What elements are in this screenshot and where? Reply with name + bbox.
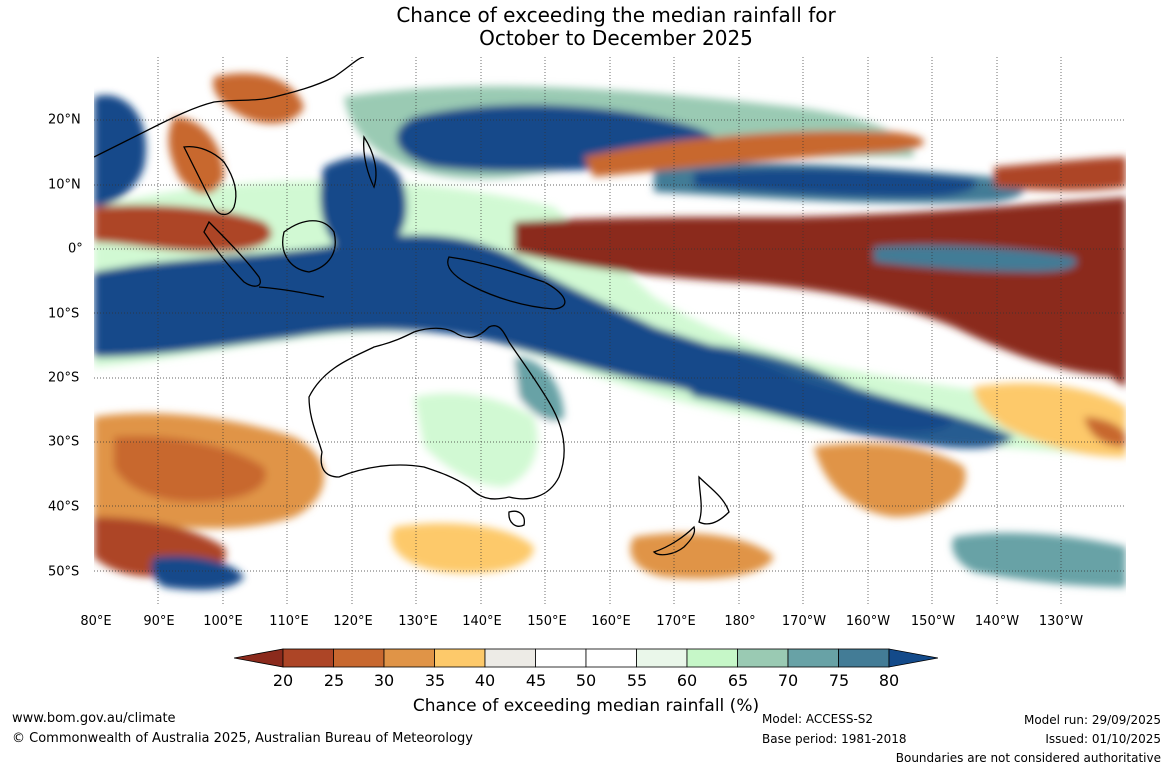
y-tick: 50°S	[48, 564, 80, 580]
colorbar-segments	[234, 648, 938, 668]
colorbar-extension-low	[234, 648, 284, 668]
x-tick: 120°E	[333, 614, 373, 629]
colorbar-tick: 80	[878, 671, 900, 690]
title-line-1: Chance of exceeding the median rainfall …	[396, 3, 836, 27]
x-tick: 140°W	[974, 614, 1020, 629]
x-tick: 150°W	[910, 614, 956, 629]
tasmania-outline	[508, 510, 525, 527]
indochina-outline	[183, 146, 237, 216]
footer-model: Model: ACCESS-S2	[762, 712, 874, 726]
map-title: Chance of exceeding the median rainfall …	[0, 4, 1173, 50]
colorbar-tick: 25	[323, 671, 345, 690]
colorbar-extension-high	[888, 648, 938, 668]
rainfall-probability-map	[94, 57, 1126, 604]
x-tick: 160°E	[591, 614, 631, 629]
y-tick: 40°S	[48, 499, 80, 515]
colorbar-segment	[484, 648, 536, 668]
x-tick: 80°E	[80, 614, 112, 629]
x-tick: 130°W	[1038, 614, 1084, 629]
colorbar-segment	[333, 648, 385, 668]
colorbar-segment	[787, 648, 839, 668]
colorbar-tick: 50	[575, 671, 597, 690]
colorbar	[234, 648, 938, 668]
footer-issued: Issued: 01/10/2025	[1045, 732, 1161, 746]
java-outline	[258, 286, 325, 298]
colorbar-tick: 20	[272, 671, 294, 690]
graticule	[94, 57, 1126, 604]
footer-copyright: © Commonwealth of Australia 2025, Austra…	[12, 731, 473, 746]
colorbar-segment	[282, 648, 334, 668]
y-tick: 10°S	[48, 306, 80, 322]
colorbar-tick: 75	[828, 671, 850, 690]
colorbar-tick: 70	[777, 671, 799, 690]
x-tick: 90°E	[143, 614, 175, 629]
x-tick: 160°W	[845, 614, 891, 629]
colorbar-tick: 40	[474, 671, 496, 690]
x-tick: 170°W	[781, 614, 827, 629]
colorbar-segment	[838, 648, 890, 668]
colorbar-segment	[535, 648, 587, 668]
map-canvas	[94, 57, 1126, 604]
x-tick: 100°E	[203, 614, 243, 629]
y-tick: 30°S	[48, 434, 80, 450]
x-tick: 180°	[724, 614, 756, 629]
y-tick: 20°N	[48, 112, 81, 128]
colorbar-tick: 55	[626, 671, 648, 690]
colorbar-tick: 45	[525, 671, 547, 690]
x-tick: 140°E	[462, 614, 502, 629]
footer-model-run: Model run: 29/09/2025	[1023, 713, 1161, 727]
nz-north-outline	[698, 475, 730, 525]
y-tick: 0°	[68, 241, 83, 257]
nz-south-outline	[652, 525, 696, 556]
australia-outline	[308, 325, 565, 500]
y-tick: 20°S	[48, 370, 80, 386]
colorbar-tick: 30	[373, 671, 395, 690]
asia-coast-outline	[94, 57, 365, 158]
colorbar-tick: 35	[424, 671, 446, 690]
colorbar-tick: 60	[676, 671, 698, 690]
colorbar-label: Chance of exceeding median rainfall (%)	[412, 696, 760, 716]
x-tick: 150°E	[527, 614, 567, 629]
footer-disclaimer: Boundaries are not considered authoritat…	[895, 751, 1161, 765]
x-tick: 110°E	[269, 614, 309, 629]
title-line-2: October to December 2025	[479, 26, 753, 50]
colorbar-segment	[686, 648, 738, 668]
x-tick: 170°E	[656, 614, 696, 629]
colorbar-segment	[737, 648, 789, 668]
colorbar-segment	[636, 648, 688, 668]
coastlines	[94, 57, 730, 556]
colorbar-segment	[383, 648, 435, 668]
colorbar-tick: 65	[727, 671, 749, 690]
footer-url: www.bom.gov.au/climate	[12, 711, 176, 726]
sumatra-outline	[203, 220, 261, 287]
y-tick: 10°N	[48, 177, 81, 193]
new-guinea-outline	[447, 256, 566, 310]
x-tick: 130°E	[398, 614, 438, 629]
footer-base-period: Base period: 1981-2018	[762, 732, 907, 746]
colorbar-segment	[434, 648, 486, 668]
colorbar-segment	[585, 648, 637, 668]
philippines-outline	[363, 135, 377, 189]
